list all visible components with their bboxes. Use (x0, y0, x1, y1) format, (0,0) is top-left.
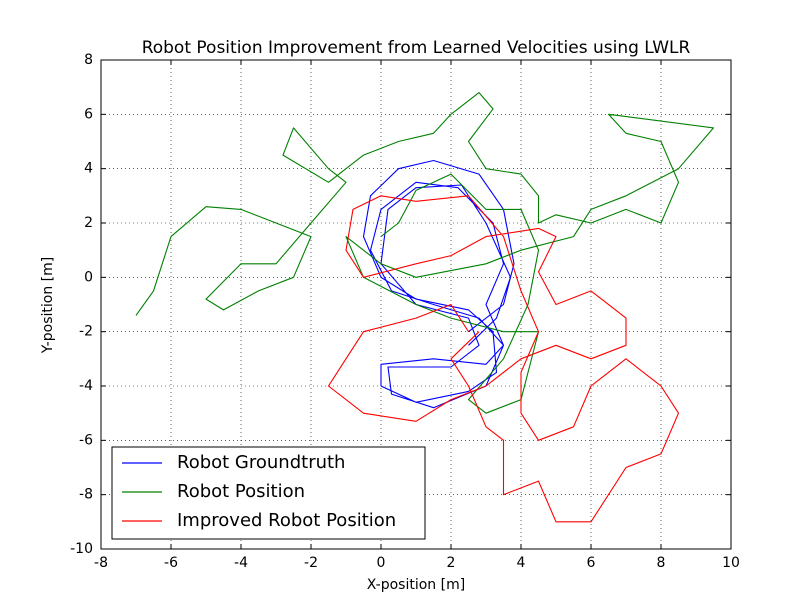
x-tick-label: -2 (304, 555, 318, 571)
x-axis-label: X-position [m] (367, 577, 465, 593)
x-tick-label: 4 (517, 555, 526, 571)
y-tick-label: 8 (84, 52, 93, 68)
x-tick-label: -4 (234, 555, 248, 571)
legend-label: Robot Position (177, 481, 305, 502)
legend-box (111, 446, 426, 540)
x-tick-label: 2 (447, 555, 456, 571)
plot-frame (100, 59, 732, 550)
y-tick-label: 4 (84, 161, 93, 177)
x-tick-label: 0 (377, 555, 386, 571)
y-tick-label: -6 (79, 432, 93, 448)
trajectory-line (362, 159, 515, 409)
x-tick-label: -8 (94, 555, 108, 571)
y-tick-label: -2 (79, 324, 93, 340)
y-tick-label: -10 (70, 541, 93, 557)
x-tick-label: 10 (722, 555, 740, 571)
y-tick-label: 6 (84, 106, 93, 122)
x-tick-label: 8 (657, 555, 666, 571)
legend-label: Improved Robot Position (177, 510, 396, 531)
y-tick-label: 0 (84, 269, 93, 285)
chart-title: Robot Position Improvement from Learned … (142, 38, 691, 58)
legend-label: Robot Groundtruth (177, 452, 345, 473)
x-tick-label: -6 (164, 555, 178, 571)
trajectory-line (135, 92, 715, 414)
y-tick-label: 2 (84, 215, 93, 231)
y-tick-label: -4 (79, 378, 93, 394)
trajectory-line (327, 195, 680, 523)
x-tick-label: 6 (587, 555, 596, 571)
y-axis-label: Y-position [m] (40, 257, 56, 354)
y-tick-label: -8 (79, 487, 93, 503)
